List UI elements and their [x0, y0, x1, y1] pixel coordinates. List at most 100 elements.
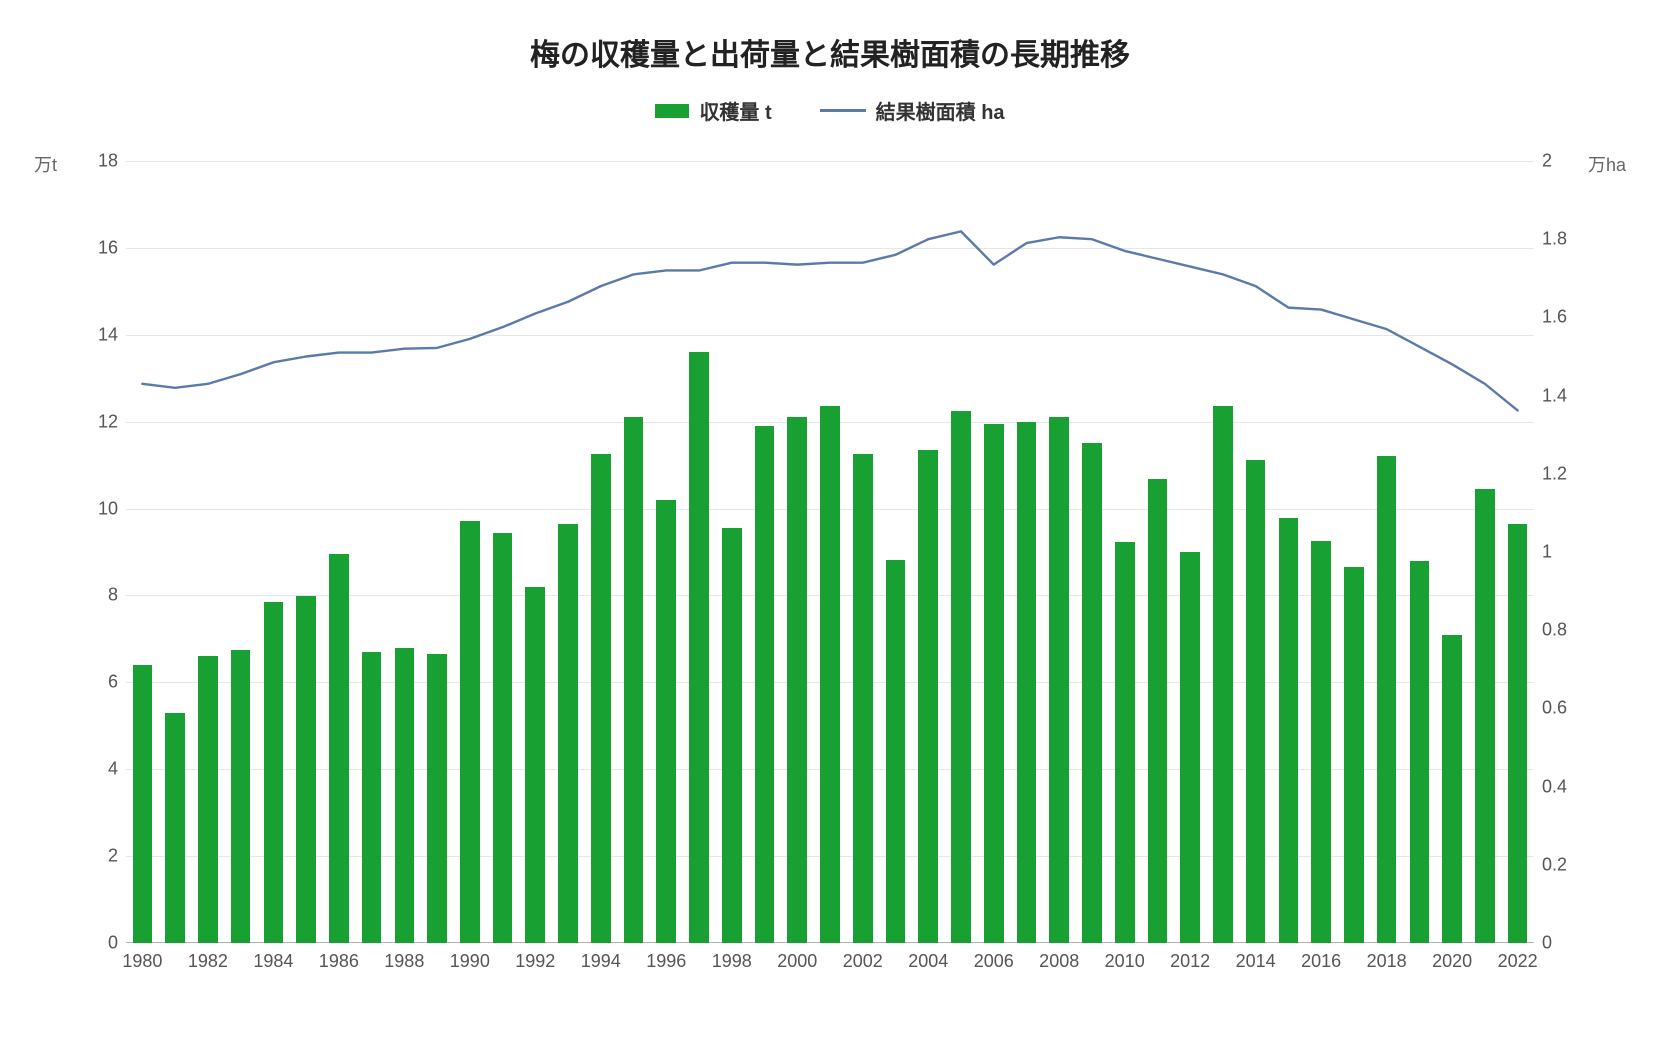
- chart-area: 万t 万ha 024681012141618 00.20.40.60.811.2…: [40, 143, 1620, 993]
- bar-2005: [951, 411, 971, 943]
- bar-1985: [296, 596, 316, 943]
- x-tick-1996: 1996: [646, 951, 686, 972]
- bar-2009: [1082, 443, 1102, 943]
- bar-2000: [787, 417, 807, 943]
- x-tick-1986: 1986: [319, 951, 359, 972]
- bar-2018: [1377, 456, 1397, 943]
- x-tick-1982: 1982: [188, 951, 228, 972]
- x-axis-labels: 1980198219841986198819901992199419961998…: [126, 951, 1534, 987]
- bar-2014: [1246, 460, 1266, 943]
- y-left-tick: 16: [98, 237, 118, 258]
- bar-2021: [1475, 489, 1495, 943]
- x-tick-2018: 2018: [1367, 951, 1407, 972]
- legend: 収穫量 t 結果樹面積 ha: [40, 96, 1620, 125]
- y-right-tick: 1.6: [1542, 307, 1567, 328]
- y-left-tick: 4: [108, 759, 118, 780]
- x-tick-2006: 2006: [974, 951, 1014, 972]
- bar-1980: [133, 665, 153, 943]
- bar-1999: [755, 426, 775, 943]
- bar-2010: [1115, 542, 1135, 943]
- x-tick-1992: 1992: [515, 951, 555, 972]
- bar-2003: [886, 560, 906, 943]
- x-tick-1994: 1994: [581, 951, 621, 972]
- bar-2012: [1180, 552, 1200, 943]
- y-left-tick: 6: [108, 672, 118, 693]
- legend-item-line: 結果樹面積 ha: [820, 96, 1005, 125]
- legend-swatch-bar: [655, 104, 689, 118]
- bar-1997: [689, 352, 709, 943]
- bar-2022: [1508, 524, 1528, 943]
- bar-1981: [165, 713, 185, 943]
- bar-2013: [1213, 406, 1233, 943]
- y-right-tick: 0: [1542, 933, 1552, 954]
- bar-2001: [820, 406, 840, 943]
- y-right-tick: 0.4: [1542, 776, 1567, 797]
- bar-2004: [918, 450, 938, 943]
- bars-layer: [126, 161, 1534, 943]
- x-tick-2002: 2002: [843, 951, 883, 972]
- x-tick-2022: 2022: [1498, 951, 1538, 972]
- bar-1983: [231, 650, 251, 943]
- bar-1986: [329, 554, 349, 943]
- x-tick-2008: 2008: [1039, 951, 1079, 972]
- bar-1992: [525, 587, 545, 943]
- bar-1984: [264, 602, 284, 943]
- y-right-tick: 1.8: [1542, 229, 1567, 250]
- y-left-tick: 8: [108, 585, 118, 606]
- bar-1991: [493, 533, 513, 943]
- legend-swatch-line: [820, 109, 866, 112]
- bar-1995: [624, 417, 644, 943]
- bar-2002: [853, 454, 873, 943]
- chart-title: 梅の収穫量と出荷量と結果樹面積の長期推移: [40, 30, 1620, 74]
- y-right-tick: 1: [1542, 542, 1552, 563]
- bar-1982: [198, 656, 218, 943]
- bar-2015: [1279, 518, 1299, 943]
- bar-1994: [591, 454, 611, 943]
- y-right-tick: 0.6: [1542, 698, 1567, 719]
- bar-2016: [1311, 541, 1331, 943]
- x-tick-1984: 1984: [253, 951, 293, 972]
- bar-1989: [427, 654, 447, 943]
- plot-area: [126, 161, 1534, 943]
- bar-2011: [1148, 479, 1168, 943]
- y-right-tick: 0.8: [1542, 620, 1567, 641]
- y-left-axis-labels: 024681012141618: [48, 161, 118, 943]
- bar-2019: [1410, 561, 1430, 943]
- y-left-tick: 2: [108, 846, 118, 867]
- legend-label-line: 結果樹面積 ha: [876, 96, 1005, 125]
- bar-1988: [395, 648, 415, 943]
- bar-2020: [1442, 635, 1462, 943]
- y-left-tick: 10: [98, 498, 118, 519]
- y-right-axis-labels: 00.20.40.60.811.21.41.61.82: [1542, 161, 1612, 943]
- bar-2006: [984, 424, 1004, 943]
- y-right-tick: 1.4: [1542, 385, 1567, 406]
- x-tick-1988: 1988: [384, 951, 424, 972]
- x-tick-2004: 2004: [908, 951, 948, 972]
- legend-item-bar: 収穫量 t: [655, 96, 771, 125]
- y-left-tick: 0: [108, 933, 118, 954]
- y-left-tick: 14: [98, 324, 118, 345]
- x-tick-2000: 2000: [777, 951, 817, 972]
- bar-1996: [656, 500, 676, 943]
- x-tick-1980: 1980: [122, 951, 162, 972]
- x-tick-2016: 2016: [1301, 951, 1341, 972]
- x-tick-2012: 2012: [1170, 951, 1210, 972]
- x-tick-2010: 2010: [1105, 951, 1145, 972]
- x-tick-1998: 1998: [712, 951, 752, 972]
- x-tick-2014: 2014: [1236, 951, 1276, 972]
- legend-label-bar: 収穫量 t: [699, 96, 771, 125]
- bar-1993: [558, 524, 578, 943]
- bar-1987: [362, 652, 382, 943]
- bar-2008: [1049, 417, 1069, 943]
- bar-1998: [722, 528, 742, 943]
- y-left-tick: 12: [98, 411, 118, 432]
- bar-2017: [1344, 567, 1364, 943]
- x-tick-1990: 1990: [450, 951, 490, 972]
- y-right-tick: 0.2: [1542, 854, 1567, 875]
- x-tick-2020: 2020: [1432, 951, 1472, 972]
- y-right-tick: 2: [1542, 151, 1552, 172]
- y-left-tick: 18: [98, 151, 118, 172]
- bar-2007: [1017, 422, 1037, 943]
- y-right-tick: 1.2: [1542, 463, 1567, 484]
- bar-1990: [460, 521, 480, 943]
